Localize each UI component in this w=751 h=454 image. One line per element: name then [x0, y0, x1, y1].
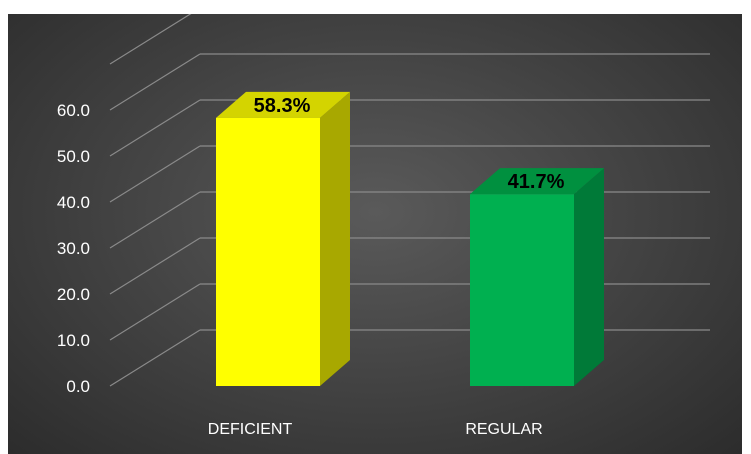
gridline-diagonal — [109, 145, 201, 203]
bar-front-face — [470, 194, 574, 386]
chart-area: 0.0 10.0 20.0 30.0 40.0 50.0 60.0 DEFICIENT REG… — [8, 14, 742, 454]
y-tick-label: 60.0 — [57, 101, 90, 120]
bar-chart: 0.0 10.0 20.0 30.0 40.0 50.0 60.0 DEFICIENT REG… — [57, 14, 710, 438]
bar-top-face — [216, 91, 350, 118]
y-tick-label: 20.0 — [57, 285, 90, 304]
bar-regular — [470, 168, 604, 386]
y-tick-label: 40.0 — [57, 193, 90, 212]
bar-side-face — [320, 91, 350, 386]
bar-top-face — [470, 168, 604, 195]
gridline-diagonal — [109, 191, 201, 249]
y-tick-label: 30.0 — [57, 239, 90, 258]
x-category-label: REGULAR — [465, 421, 542, 438]
bar-deficient — [216, 91, 350, 386]
y-axis-ticks: 0.0 10.0 20.0 30.0 40.0 50.0 60.0 — [57, 101, 90, 396]
y-tick-label: 0.0 — [66, 377, 90, 396]
data-label: 41.7% — [508, 171, 565, 193]
x-category-label: DEFICIENT — [208, 421, 293, 438]
x-axis-categories: DEFICIENT REGULAR — [208, 421, 543, 438]
gridline-diagonal — [109, 14, 192, 65]
gridline-diagonal — [109, 329, 201, 387]
data-labels: 58.3% 41.7% — [254, 95, 565, 193]
gridlines — [109, 14, 710, 387]
gridline-diagonal — [109, 237, 201, 295]
gridline-diagonal — [109, 99, 201, 157]
data-label: 58.3% — [254, 95, 311, 117]
bars — [216, 91, 604, 386]
bar-side-face — [574, 168, 604, 386]
gridline-diagonal — [109, 283, 201, 341]
bar-front-face — [216, 117, 320, 386]
gridline-diagonal — [109, 53, 201, 111]
y-tick-label: 50.0 — [57, 147, 90, 166]
y-tick-label: 10.0 — [57, 331, 90, 350]
